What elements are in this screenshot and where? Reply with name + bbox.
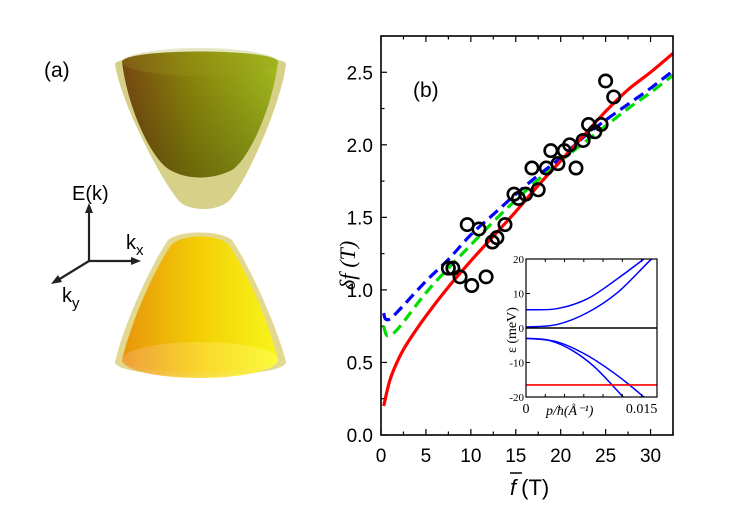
x-tick-label: 20 [550, 446, 571, 467]
main-ylabel: δf(T) [335, 241, 360, 290]
main-plot-series [382, 52, 675, 407]
inset-lower-band-2 [526, 337, 645, 397]
panel-a-label: (a) [44, 59, 70, 82]
panel-a: (a) E(k) kx ky [44, 48, 286, 378]
panel-b-label: (b) [413, 79, 439, 102]
data-point [593, 117, 609, 133]
kx-axis-label: kx [126, 232, 144, 259]
inset-x-tick-label: 0 [523, 402, 530, 417]
y-tick-label: 2.0 [347, 136, 373, 157]
x-tick-label: 0 [376, 446, 387, 467]
fit-red-solid-line [382, 52, 675, 407]
ky-axis-label: ky [62, 285, 80, 312]
x-tick-label: 30 [640, 446, 661, 467]
data-point [518, 186, 534, 202]
inset-frame [525, 258, 658, 398]
data-point [484, 234, 500, 250]
inset-x-tick-label: 0.015 [626, 402, 658, 417]
data-point [575, 132, 591, 148]
data-point [524, 160, 540, 176]
k-space-axes: E(k) kx ky [51, 183, 144, 312]
data-point [598, 73, 614, 89]
data-point [452, 269, 468, 285]
y-tick-label: 2.5 [347, 63, 373, 84]
data-point [497, 217, 513, 233]
main-xlabel: f (T) [510, 472, 549, 500]
lower-band-cone [115, 232, 286, 378]
y-tick-label: 1.5 [347, 208, 373, 229]
ky-arrow-icon [51, 275, 62, 284]
inset-y-tick-label: 20 [513, 254, 525, 266]
data-point [562, 137, 578, 153]
data-point [478, 269, 494, 285]
x-tick-label: 10 [460, 446, 481, 467]
svg-text:f(T): f (T) [510, 475, 549, 500]
x-tick-label: 15 [505, 446, 526, 467]
data-point [568, 160, 584, 176]
main-axis-tick-labels: 0 5 10 15 20 25 30 0.0 0.5 1.0 1.5 2.0 2.5 [347, 63, 662, 467]
fit-green-dashed-line [382, 73, 674, 338]
inset-y-tick-label: -20 [509, 392, 524, 404]
x-tick-label: 25 [595, 446, 616, 467]
y-tick-label: 0.5 [347, 353, 373, 374]
y-tick-label: 0.0 [347, 426, 373, 447]
inset-y-tick-label: 10 [513, 289, 525, 301]
inset-xlabel: p/ħ(Å⁻¹) [545, 403, 594, 419]
inset-series [526, 259, 657, 397]
fit-blue-dashed-line [382, 69, 674, 322]
data-point [550, 156, 566, 172]
data-point [440, 260, 456, 276]
data-point [464, 278, 480, 294]
data-point [471, 221, 487, 237]
panel-b: 0 5 10 15 20 25 30 0.0 0.5 1.0 1.5 2.0 2.5 20 10 0 -10 -… [335, 35, 675, 500]
data-point [530, 182, 546, 198]
inset-ylabel: ε (meV) [505, 307, 520, 353]
energy-arrow-icon [85, 203, 93, 213]
inset-upper-band-1 [526, 259, 645, 311]
data-point [606, 89, 622, 105]
main-plot-frame [380, 35, 674, 436]
upper-band-cone [115, 48, 286, 209]
inset-y-tick-label: 0 [519, 323, 525, 335]
kx-arrow-icon [131, 257, 141, 265]
x-tick-label: 5 [421, 446, 432, 467]
data-point [489, 230, 505, 246]
data-point [445, 260, 461, 276]
inset-y-tick-label: -10 [509, 358, 524, 370]
y-tick-label: 1.0 [347, 281, 373, 302]
energy-axis-label: E(k) [72, 183, 109, 205]
data-point [543, 143, 559, 159]
inset-upper-band-2 [526, 259, 657, 328]
